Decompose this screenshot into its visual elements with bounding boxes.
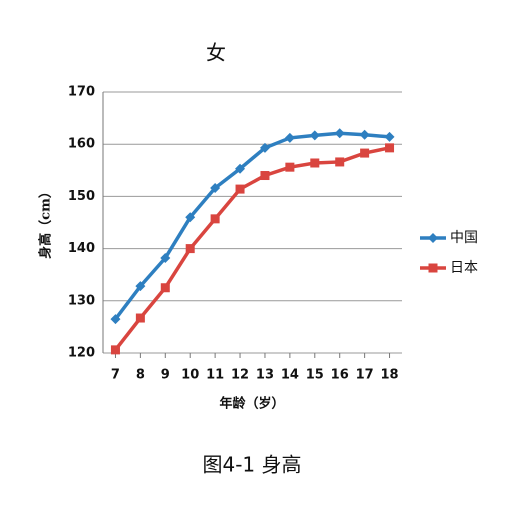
point xyxy=(284,132,295,143)
legend-marker xyxy=(428,263,438,273)
point xyxy=(260,171,270,181)
y-tick-label: 140 xyxy=(68,241,95,256)
point xyxy=(110,314,121,325)
y-axis-label: 身高（cm） xyxy=(38,185,54,259)
point xyxy=(135,281,146,292)
point xyxy=(185,212,196,223)
point xyxy=(334,128,345,139)
x-tick-label: 9 xyxy=(161,368,170,383)
y-tick-label: 160 xyxy=(68,137,95,152)
x-tick-label: 11 xyxy=(206,368,224,383)
y-tick-label: 170 xyxy=(68,85,95,100)
point xyxy=(310,158,320,168)
point xyxy=(210,183,221,194)
point xyxy=(359,129,370,140)
y-tick-label: 120 xyxy=(68,346,95,361)
x-tick-label: 13 xyxy=(256,368,274,383)
point xyxy=(160,283,170,293)
x-tick-label: 8 xyxy=(136,368,145,383)
x-tick-label: 18 xyxy=(380,368,398,383)
point xyxy=(335,157,345,167)
x-tick-label: 17 xyxy=(356,368,374,383)
y-tick-label: 150 xyxy=(68,189,95,204)
point xyxy=(384,131,395,142)
point xyxy=(385,143,395,153)
point xyxy=(210,214,220,224)
point xyxy=(185,244,195,254)
legend-marker xyxy=(428,233,438,243)
point xyxy=(235,184,245,194)
x-tick-label: 7 xyxy=(111,368,120,383)
x-axis-label: 年龄（岁） xyxy=(219,396,284,412)
x-tick-label: 12 xyxy=(231,368,249,383)
x-tick-label: 16 xyxy=(331,368,349,383)
x-tick-label: 15 xyxy=(306,368,324,383)
point xyxy=(285,162,295,172)
point xyxy=(160,252,171,263)
caption: 图4-1 身高 xyxy=(202,453,301,477)
y-tick-label: 130 xyxy=(68,293,95,308)
point xyxy=(135,313,145,323)
series-line xyxy=(114,131,390,321)
point xyxy=(235,163,246,174)
point xyxy=(110,345,120,355)
chart-title: 女 xyxy=(206,41,226,65)
legend-label: 中国 xyxy=(450,230,478,246)
point xyxy=(309,130,320,141)
legend-label: 日本 xyxy=(450,260,478,276)
point xyxy=(259,142,270,153)
point xyxy=(360,148,370,158)
x-tick-label: 14 xyxy=(281,368,299,383)
x-tick-label: 10 xyxy=(181,368,199,383)
